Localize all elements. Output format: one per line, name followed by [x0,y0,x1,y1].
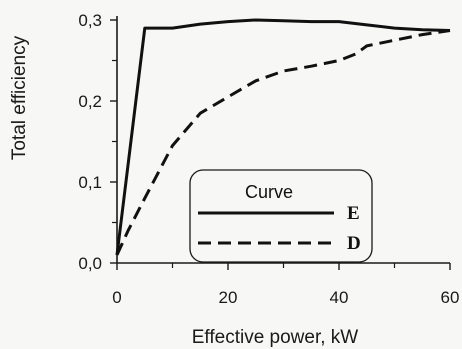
x-tick-label-0: 0 [112,288,121,307]
legend-label-e: E [347,203,360,224]
x-tick-label-3: 60 [441,288,460,307]
legend: Curve E D [189,169,373,263]
series-line-e [115,18,451,256]
x-axis-label: Effective power, kW [192,327,359,348]
series-layer [115,18,451,256]
legend-title: Curve [245,182,293,202]
x-tick-label-2: 40 [330,288,349,307]
y-axis-label: Total efficiency [9,35,30,160]
x-tick-label-1: 20 [219,288,238,307]
y-tick-label-1: 0,1 [78,173,102,192]
y-tick-label-0: 0,0 [78,254,102,273]
y-tick-label-2: 0,2 [78,92,102,111]
legend-label-d: D [347,233,361,254]
series-line-d [115,29,451,256]
axes [116,16,450,264]
y-tick-label-3: 0,3 [78,11,102,30]
legend-box [189,169,373,263]
ticks: 0 20 40 60 0,0 0,1 0,2 0,3 [78,11,459,307]
